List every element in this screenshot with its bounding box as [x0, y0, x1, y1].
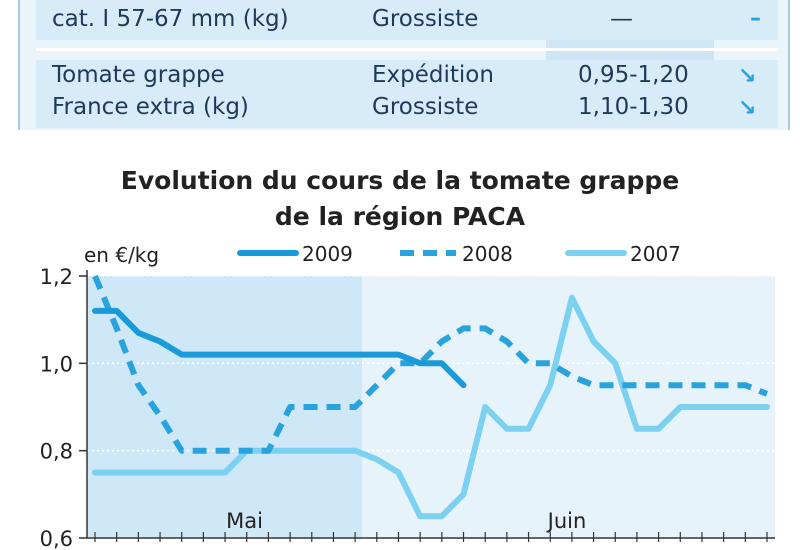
x-month-label: Mai [226, 509, 263, 533]
chart-subtitle: de la région PACA [274, 202, 526, 231]
table-row [36, 0, 778, 40]
table-cell-market: Grossiste [372, 94, 479, 120]
y-tick-label: 1,0 [40, 352, 73, 376]
table-cell-price: 1,10-1,30 [578, 94, 689, 120]
legend-label: 2009 [302, 242, 353, 266]
y-tick-label: 0,8 [40, 440, 73, 464]
table-cell-price: — [610, 6, 633, 32]
table-cell-market: Expédition [372, 62, 494, 88]
trend-down-icon: ↘ [738, 64, 757, 89]
table-cell-market: Grossiste [372, 6, 479, 32]
trend-down-icon: ↘ [738, 96, 757, 121]
series-line-2009 [92, 307, 467, 389]
chart-title: Evolution du cours de la tomate grappe [120, 166, 680, 195]
series-line-2008 [92, 274, 769, 454]
y-axis-label: en €/kg [84, 243, 159, 267]
x-month-label: Juin [546, 509, 587, 533]
y-tick-label: 0,6 [40, 527, 73, 550]
table-cell-product: cat. I 57-67 mm (kg) [52, 6, 289, 32]
legend-label: 2007 [630, 242, 681, 266]
legend-label: 2008 [462, 242, 513, 266]
month-band-mai [87, 276, 362, 538]
table-cell-price: 0,95-1,20 [578, 62, 689, 88]
series-line-2007 [92, 294, 770, 520]
table-cell-product: Tomate grappe [52, 62, 225, 88]
table-cell-product: France extra (kg) [52, 94, 249, 120]
y-tick-label: 1,2 [40, 265, 73, 289]
trend-stable-icon: – [750, 6, 761, 31]
row-divider [36, 48, 778, 51]
table-row [36, 60, 778, 128]
